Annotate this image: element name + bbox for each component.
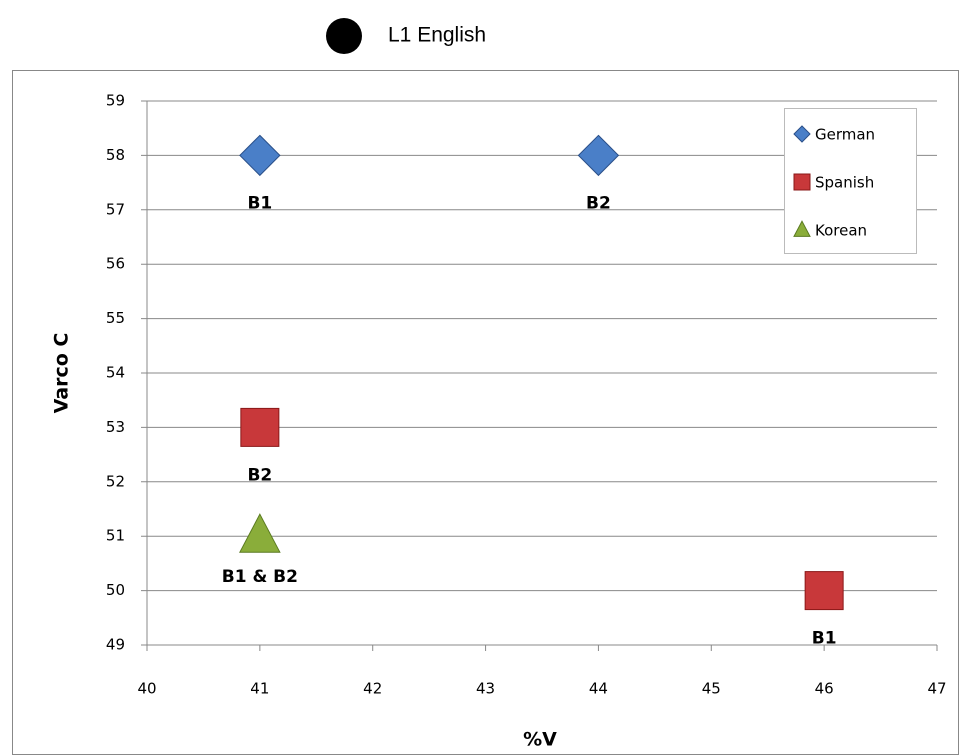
x-tick-label: 40: [137, 680, 156, 698]
x-tick-label: 45: [702, 680, 721, 698]
chart-frame: [12, 70, 959, 755]
point-label: B2: [247, 465, 272, 485]
marker: [240, 407, 280, 447]
y-tick-label: 52: [106, 472, 125, 490]
y-tick-label: 57: [106, 200, 125, 218]
x-tick-label: 42: [363, 680, 382, 698]
y-tick-label: 50: [106, 581, 125, 599]
legend-label: German: [815, 126, 875, 144]
point-label: B2: [586, 193, 611, 213]
legend-marker: [793, 220, 811, 237]
marker: [804, 571, 844, 611]
point-label: B1 & B2: [222, 567, 298, 587]
legend-marker: [793, 125, 811, 143]
x-tick-label: 43: [476, 680, 495, 698]
y-tick-label: 49: [106, 636, 125, 654]
marker: [239, 513, 281, 553]
y-tick-label: 56: [106, 255, 125, 273]
x-tick-label: 46: [815, 680, 834, 698]
y-tick-label: 55: [106, 309, 125, 327]
legend-label: Korean: [815, 222, 867, 240]
y-tick-label: 53: [106, 418, 125, 436]
annotation-marker: [326, 18, 362, 54]
x-tick-label: 47: [927, 680, 946, 698]
point-label: B1: [812, 629, 837, 649]
y-tick-label: 59: [106, 92, 125, 110]
x-tick-label: 44: [589, 680, 608, 698]
legend-marker: [793, 173, 811, 191]
point-label: B1: [247, 193, 272, 213]
legend-label: Spanish: [815, 174, 874, 192]
y-tick-label: 54: [106, 364, 125, 382]
marker: [239, 134, 281, 177]
y-tick-label: 51: [106, 527, 125, 545]
annotation: L1 English: [388, 24, 486, 47]
y-tick-label: 58: [106, 146, 125, 164]
x-tick-label: 41: [250, 680, 269, 698]
marker: [577, 134, 620, 177]
x-axis-title: %V: [523, 729, 557, 751]
y-axis-title: Varco C: [51, 333, 73, 414]
